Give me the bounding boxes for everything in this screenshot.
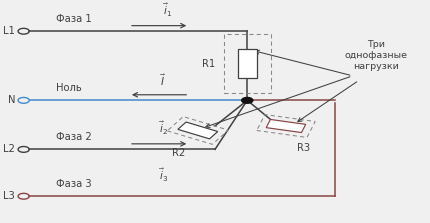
Text: Фаза 2: Фаза 2: [56, 132, 92, 142]
Text: Три
однофазные
нагрузки: Три однофазные нагрузки: [345, 40, 408, 71]
Text: L1: L1: [3, 26, 15, 36]
Text: L2: L2: [3, 145, 15, 154]
Bar: [266, 120, 306, 132]
Bar: [167, 117, 228, 144]
Text: R3: R3: [297, 143, 310, 153]
Text: R2: R2: [172, 148, 185, 158]
Text: $\vec{i}_1$: $\vec{i}_1$: [163, 2, 172, 19]
Text: Ноль: Ноль: [56, 83, 82, 93]
Bar: [237, 49, 257, 78]
Text: $\vec{i}_3$: $\vec{i}_3$: [159, 167, 168, 184]
Text: $\vec{i}_2$: $\vec{i}_2$: [159, 120, 168, 137]
Bar: [257, 115, 315, 137]
Bar: [224, 34, 271, 93]
Text: N: N: [8, 95, 15, 105]
Bar: [178, 122, 218, 139]
Text: $\vec{I}$: $\vec{I}$: [160, 73, 167, 88]
Text: Фаза 1: Фаза 1: [56, 14, 92, 24]
Circle shape: [242, 97, 253, 103]
Text: L3: L3: [3, 191, 15, 201]
Text: Фаза 3: Фаза 3: [56, 179, 92, 189]
Text: R1: R1: [202, 59, 215, 68]
